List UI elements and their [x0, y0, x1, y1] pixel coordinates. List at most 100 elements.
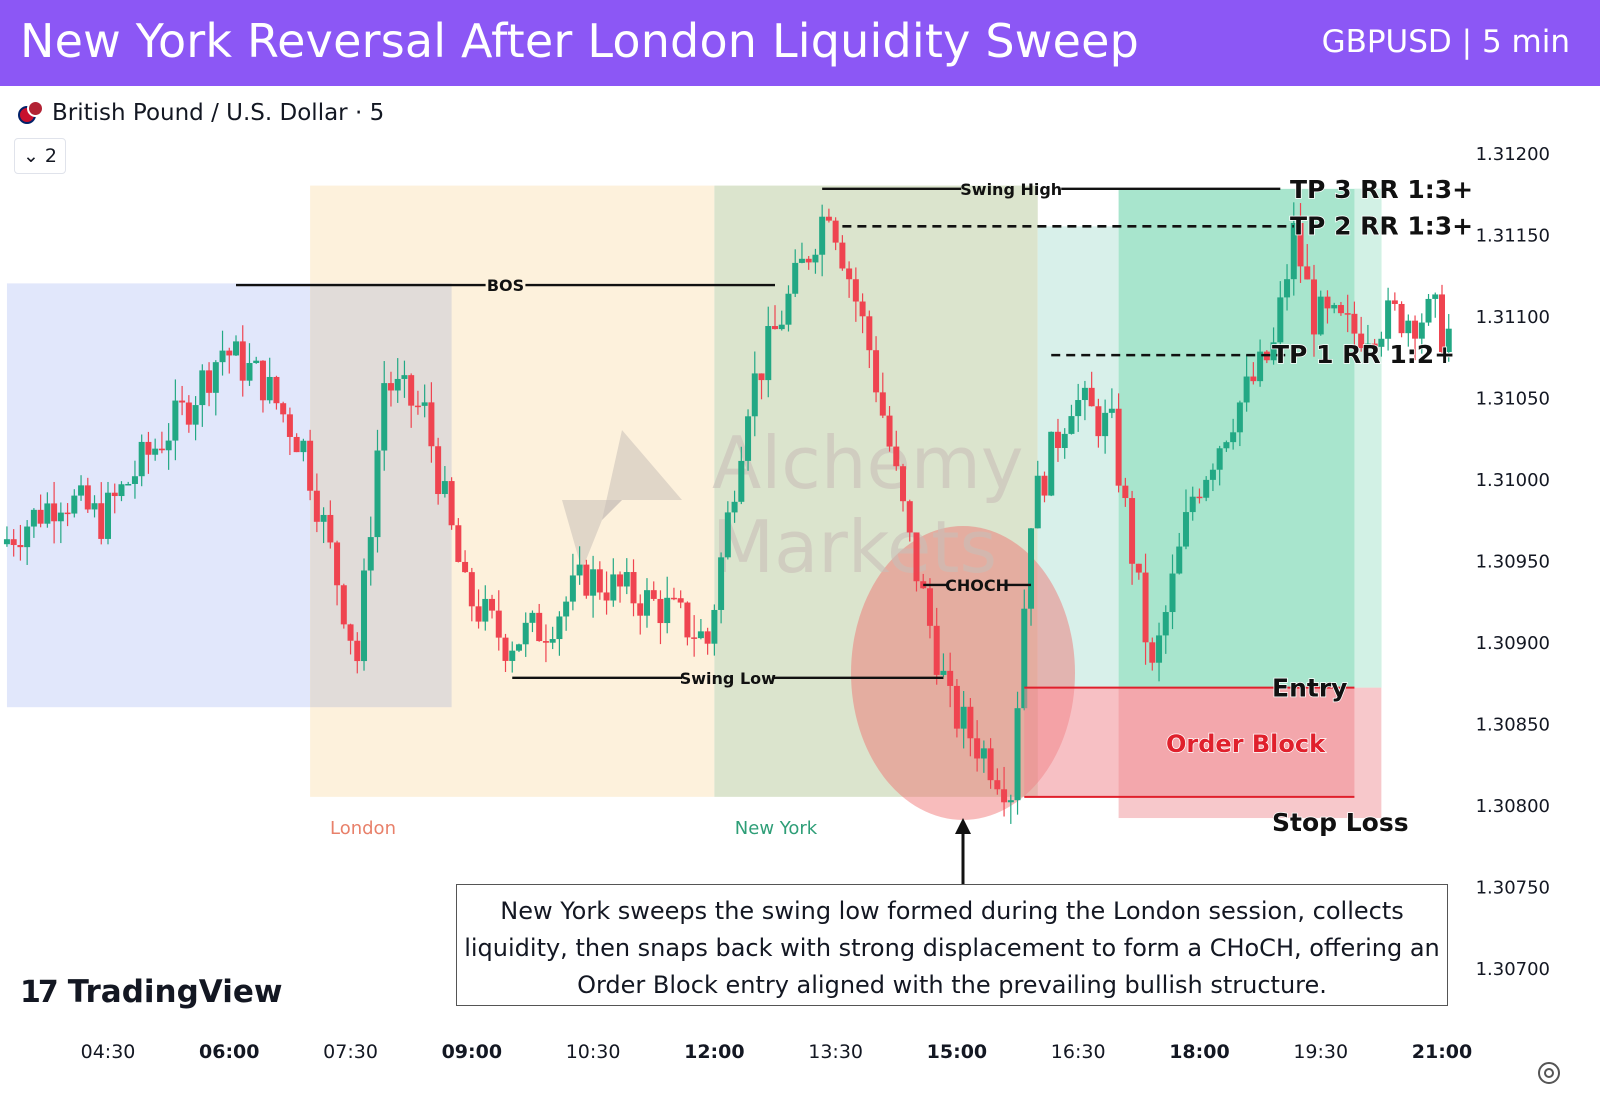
candle [239, 325, 246, 397]
candle [637, 594, 644, 635]
candle [17, 524, 24, 561]
candle [1149, 637, 1156, 671]
candle [617, 571, 624, 603]
candle [1277, 281, 1284, 363]
candle [906, 499, 913, 542]
candle [138, 434, 145, 487]
x-tick-label: 18:00 [1169, 1041, 1229, 1063]
candle [414, 390, 421, 415]
trade-setup: TP 3 RR 1:3+ TP 2 RR 1:3+ TP 1 RR 1:2+ Entr… [842, 174, 1474, 884]
candle [650, 581, 657, 601]
candle [1203, 476, 1210, 502]
candle [569, 553, 576, 611]
candle [657, 590, 664, 645]
candle [1014, 691, 1021, 815]
x-tick-label: 10:30 [566, 1041, 621, 1063]
candle [394, 358, 401, 403]
candle [603, 571, 610, 615]
candle [886, 406, 893, 452]
candle [185, 395, 192, 433]
tp2-label: TP 2 RR 1:3+ [1290, 211, 1473, 240]
candle [1317, 290, 1324, 336]
candle [1189, 486, 1196, 521]
candle [529, 610, 536, 633]
candle [37, 494, 44, 528]
symbol-title[interactable]: British Pound / U.S. Dollar · 5 [18, 100, 384, 126]
candle [199, 364, 206, 427]
candle [489, 594, 496, 619]
candle [1290, 202, 1297, 296]
candle [212, 360, 219, 416]
svg-text:Swing Low: Swing Low [680, 669, 776, 688]
candle [1385, 287, 1392, 351]
candle [509, 641, 516, 673]
candle [1182, 489, 1189, 550]
candle [724, 501, 731, 560]
candle [677, 590, 684, 609]
candle [1122, 477, 1129, 507]
svg-text:BOS: BOS [487, 276, 524, 295]
candle [145, 431, 152, 474]
candle [900, 463, 907, 512]
candle [859, 293, 866, 334]
order-block [1024, 687, 1355, 797]
x-tick-label: 04:30 [81, 1041, 136, 1063]
x-tick-label: 09:00 [442, 1041, 502, 1063]
y-tick-label: 1.30900 [1476, 633, 1550, 654]
candle [738, 446, 745, 505]
candle [563, 596, 570, 631]
candle [1358, 316, 1365, 352]
candle [1351, 301, 1358, 350]
tradingview-logo-text: TradingView [67, 974, 283, 1010]
page-subtitle: GBPUSD | 5 min [1321, 24, 1570, 60]
candle [704, 627, 711, 655]
candle [670, 587, 677, 601]
candle [852, 267, 859, 322]
watermark: Alchemy Markets [562, 421, 1024, 589]
candle [118, 481, 125, 502]
candle [340, 583, 347, 629]
candle [307, 429, 314, 501]
symbol-label: British Pound / U.S. Dollar · 5 [52, 100, 385, 126]
candle [428, 382, 435, 463]
candle [320, 507, 327, 544]
candle [327, 500, 334, 549]
candle [1304, 244, 1311, 280]
y-tick-label: 1.30700 [1476, 959, 1550, 980]
candle [1041, 471, 1048, 503]
currency-flags-icon [18, 100, 44, 126]
candle [778, 310, 785, 331]
candle [947, 652, 954, 708]
profit-zone [1118, 188, 1382, 688]
candle [1048, 431, 1055, 497]
candle [684, 601, 691, 646]
candle [1378, 331, 1385, 357]
header-bar: New York Reversal After London Liquidity… [0, 0, 1600, 86]
candle [1102, 399, 1109, 454]
candle [98, 482, 105, 545]
tradingview-logo[interactable]: 17 TradingView [20, 974, 283, 1010]
y-tick-label: 1.31150 [1476, 226, 1550, 247]
indicator-collapse-button[interactable]: ⌄ 2 [14, 138, 66, 174]
candle [1432, 292, 1439, 318]
candle [711, 604, 718, 656]
candle [1196, 488, 1203, 504]
y-tick-label: 1.31050 [1476, 389, 1550, 410]
candle [57, 502, 64, 544]
candle [1088, 371, 1095, 407]
candle [280, 401, 287, 423]
stop-loss-label: Stop Loss [1272, 808, 1409, 837]
candle [286, 407, 293, 456]
candle [192, 396, 199, 441]
candle [259, 360, 266, 413]
candle [798, 242, 805, 264]
settings-icon[interactable] [1538, 1062, 1560, 1084]
candle [1236, 400, 1243, 447]
candle [590, 555, 597, 618]
candle [64, 503, 71, 527]
candle [610, 558, 617, 607]
candle [933, 607, 940, 685]
candle [91, 495, 98, 518]
candle [30, 508, 37, 538]
